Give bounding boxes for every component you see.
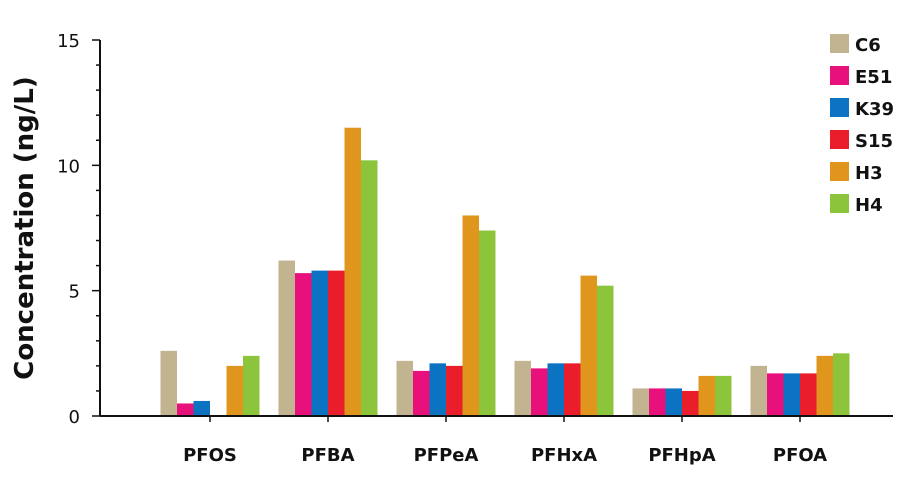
x-category-label: PFHpA xyxy=(648,445,715,466)
bar-k39-pfba xyxy=(311,270,328,416)
legend-swatch-h4 xyxy=(830,194,849,213)
axes-layer xyxy=(99,40,893,422)
legend-label-c6: C6 xyxy=(855,35,881,56)
bar-k39-pfoa xyxy=(783,373,800,416)
x-category-label: PFOA xyxy=(773,445,827,466)
legend-label-s15: S15 xyxy=(855,131,893,152)
y-ticks: 0 5 10 15 xyxy=(57,31,100,428)
bar-s15-pfpea xyxy=(446,365,463,416)
bar-c6-pfos xyxy=(160,350,177,416)
bar-s15-pfhpa xyxy=(682,390,699,416)
bar-c6-pfhxa xyxy=(514,360,531,416)
x-category-label: PFHxA xyxy=(531,445,597,466)
bar-k39-pfhxa xyxy=(547,363,564,416)
y-axis-title: Concentration (ng/L) xyxy=(10,76,40,380)
legend-swatch-e51 xyxy=(830,66,849,85)
bar-h3-pfpea xyxy=(462,215,479,416)
y-tick-label: 0 xyxy=(69,407,80,428)
bar-h3-pfhpa xyxy=(698,375,715,416)
bar-e51-pfpea xyxy=(413,370,430,416)
bar-h4-pfos xyxy=(243,355,260,416)
legend-label-h3: H3 xyxy=(855,163,883,184)
bar-e51-pfhpa xyxy=(649,388,666,416)
bar-h3-pfhxa xyxy=(580,275,597,416)
legend-swatch-k39 xyxy=(830,98,849,117)
y-tick-label: 5 xyxy=(69,282,80,303)
legend-label-k39: K39 xyxy=(855,99,894,120)
bar-h4-pfpea xyxy=(479,230,496,416)
legend-swatch-s15 xyxy=(830,130,849,149)
bar-e51-pfoa xyxy=(767,373,784,416)
bar-s15-pfoa xyxy=(800,373,817,416)
bar-k39-pfos xyxy=(193,400,210,416)
bars-layer xyxy=(160,127,850,416)
bar-s15-pfba xyxy=(328,270,345,416)
legend-swatch-h3 xyxy=(830,162,849,181)
bar-h4-pfoa xyxy=(833,353,850,416)
legend-swatch-c6 xyxy=(830,34,849,53)
bar-h3-pfos xyxy=(226,365,243,416)
x-category-label: PFPeA xyxy=(414,445,479,466)
bar-e51-pfos xyxy=(177,403,194,416)
legend: C6 E51 K39 S15 H3 H4 xyxy=(830,34,894,216)
x-category-label: PFOS xyxy=(183,445,237,466)
bar-c6-pfoa xyxy=(750,365,767,416)
bar-c6-pfhpa xyxy=(632,388,649,416)
bar-c6-pfpea xyxy=(396,360,413,416)
bar-h4-pfhxa xyxy=(597,285,614,416)
bar-h3-pfba xyxy=(344,127,361,416)
legend-label-h4: H4 xyxy=(855,195,883,216)
y-tick-label: 10 xyxy=(57,156,80,177)
bar-e51-pfba xyxy=(295,273,312,416)
bar-s15-pfhxa xyxy=(564,363,581,416)
x-category-label: PFBA xyxy=(301,445,354,466)
x-category-labels: PFOS PFBA PFPeA PFHxA PFHpA PFOA xyxy=(183,445,827,466)
bar-h3-pfoa xyxy=(816,355,833,416)
bar-c6-pfba xyxy=(278,260,295,416)
bar-k39-pfhpa xyxy=(665,388,682,416)
bar-e51-pfhxa xyxy=(531,368,548,416)
y-tick-label: 15 xyxy=(57,31,80,52)
legend-label-e51: E51 xyxy=(855,67,892,88)
bar-k39-pfpea xyxy=(429,363,446,416)
bar-h4-pfhpa xyxy=(715,375,732,416)
bar-h4-pfba xyxy=(361,160,378,416)
